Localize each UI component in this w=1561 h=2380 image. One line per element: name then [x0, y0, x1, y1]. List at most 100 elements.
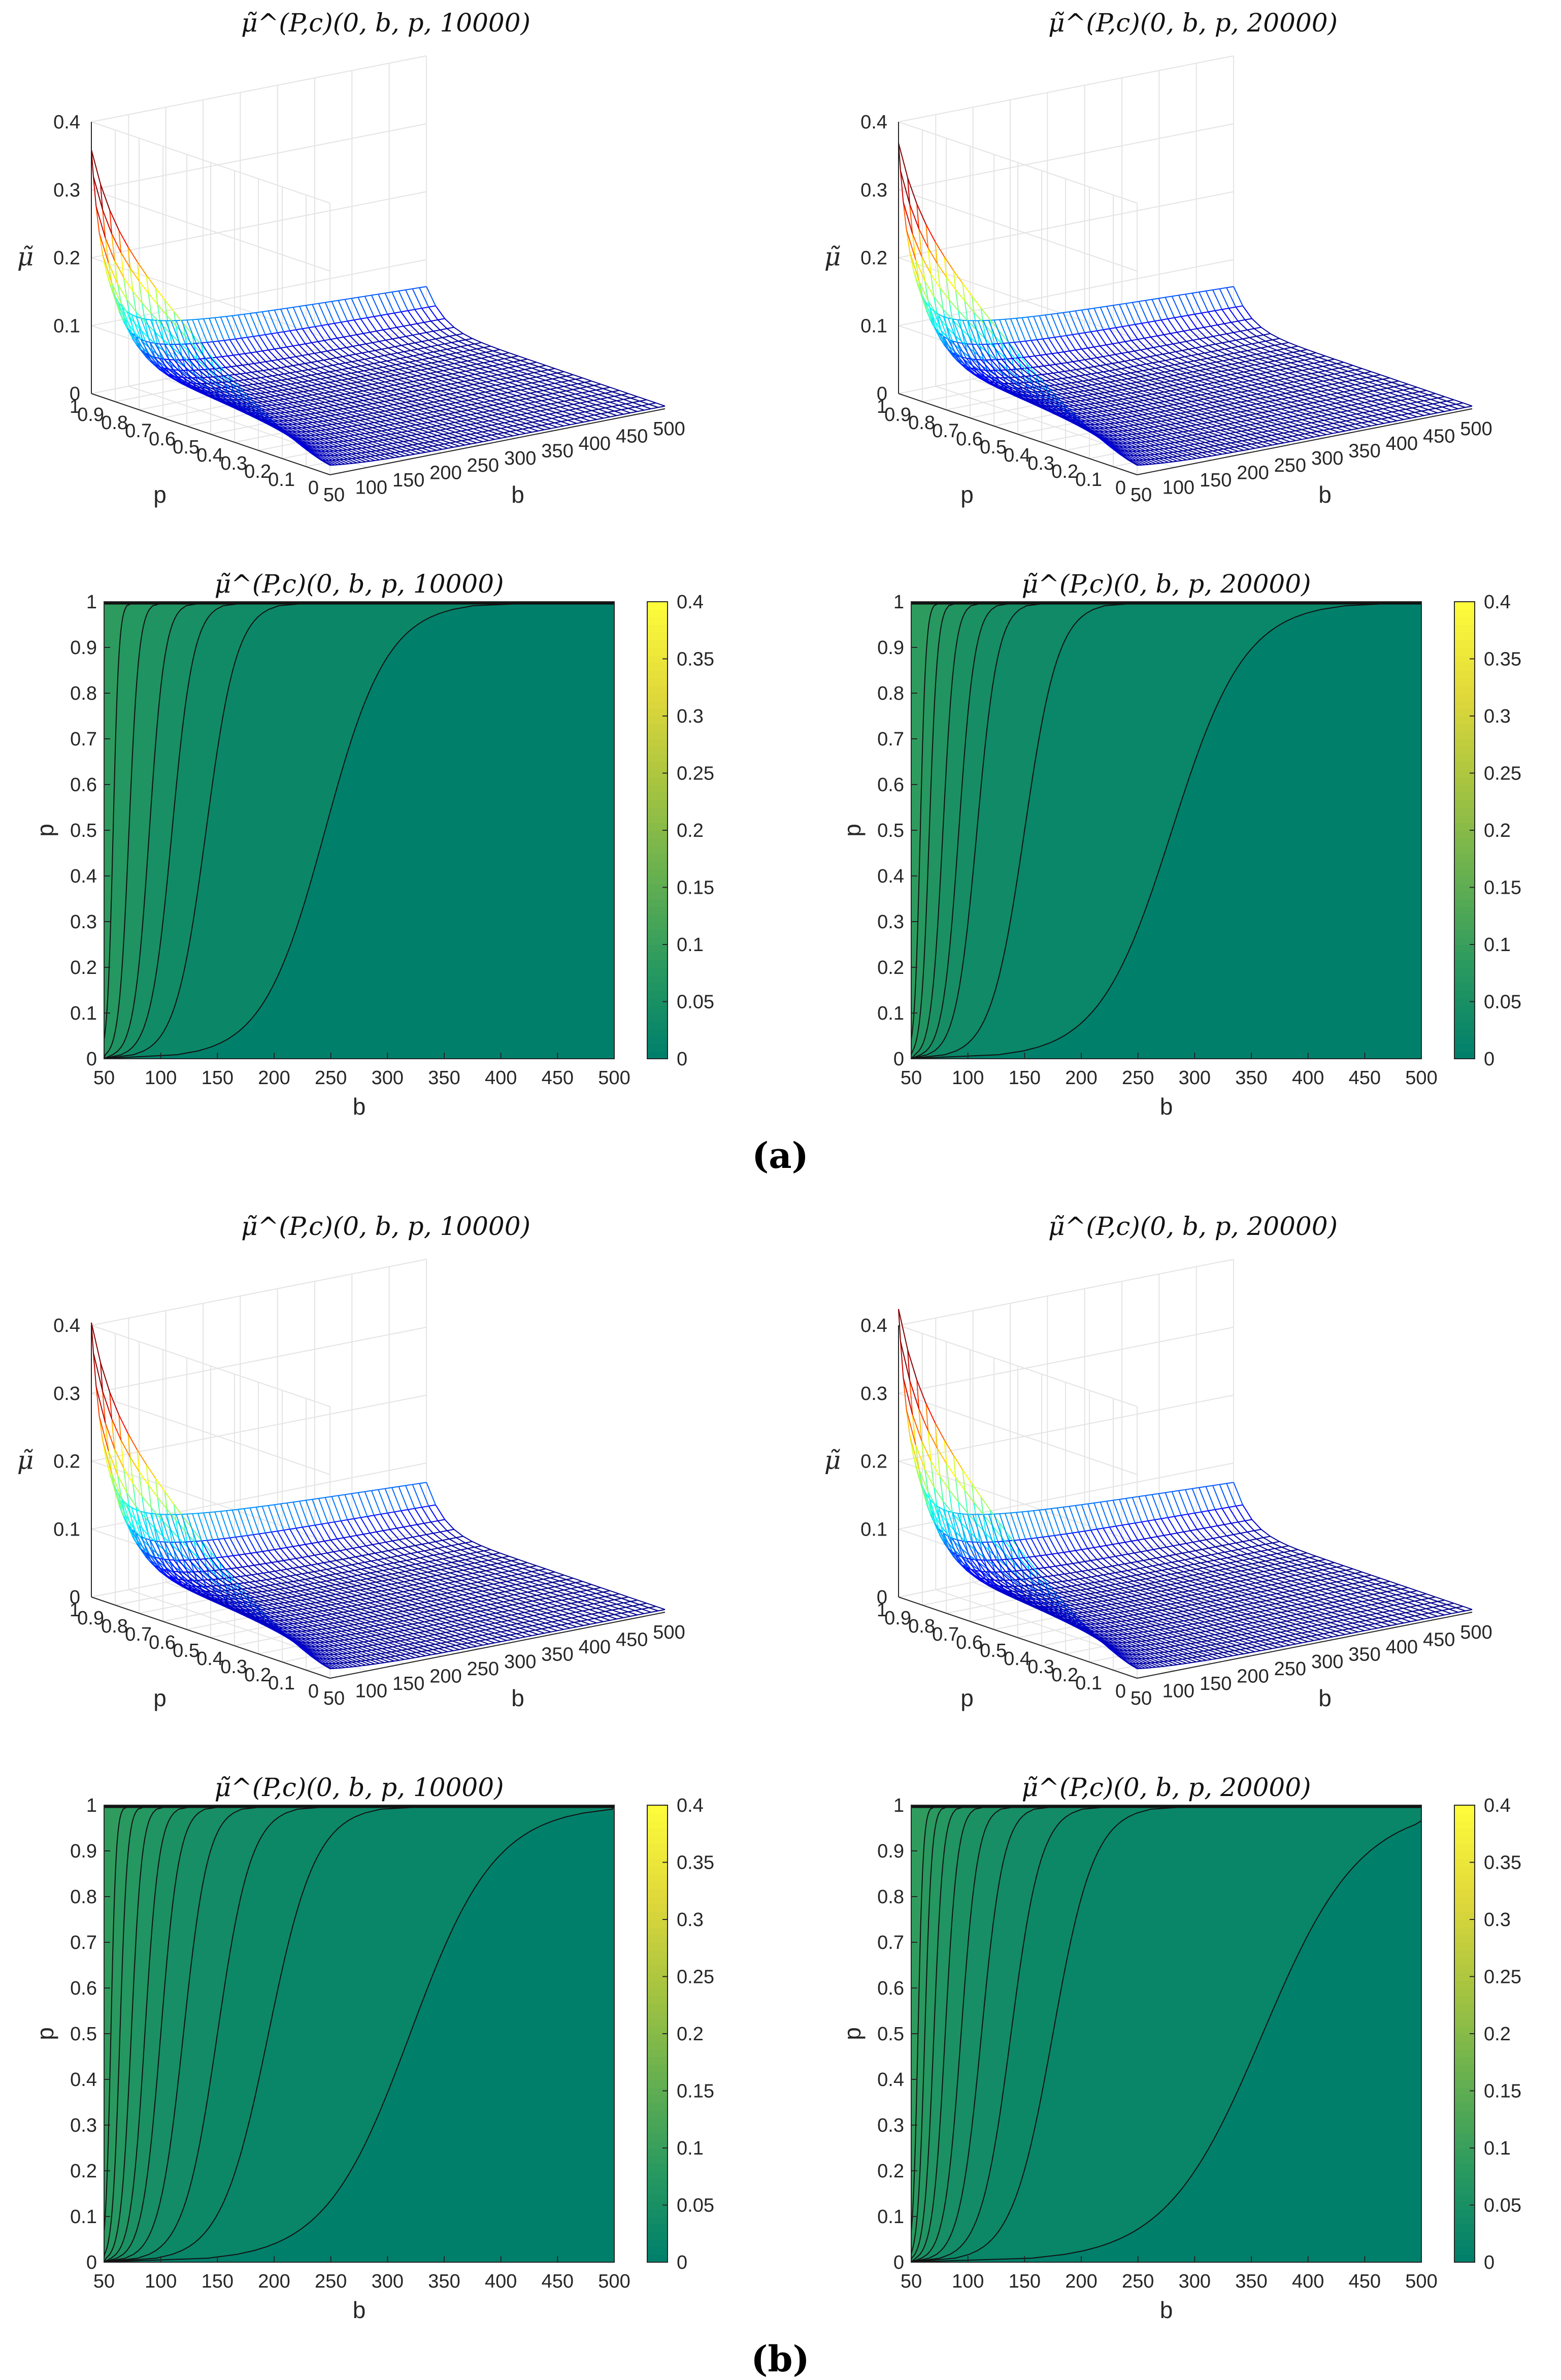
surface-segment: [278, 420, 288, 425]
surface-segment: [392, 428, 402, 433]
colorbar-segment: [647, 647, 668, 656]
surface-segment: [479, 426, 486, 429]
surface-segment: [210, 357, 221, 369]
surface-segment: [644, 408, 651, 411]
surface-segment: [530, 406, 538, 408]
surface-segment: [522, 364, 532, 369]
surface-segment: [442, 353, 450, 356]
surface-segment: [383, 328, 390, 331]
surface-segment: [1216, 360, 1223, 363]
surface-segment: [329, 415, 340, 419]
surface-segment: [317, 360, 324, 362]
surface-segment: [473, 428, 483, 433]
surface-segment: [379, 371, 386, 374]
contour-p-axis-label: p: [32, 824, 58, 837]
surface-segment: [233, 354, 243, 366]
surface-segment: [320, 367, 330, 373]
surface-segment: [1149, 354, 1156, 357]
surface-segment: [405, 450, 415, 455]
surface-segment: [1357, 372, 1365, 375]
surface-segment: [383, 439, 393, 444]
surface-segment: [388, 374, 395, 377]
surface-segment: [505, 387, 515, 392]
surface-segment: [332, 375, 339, 377]
surface-segment: [481, 356, 488, 359]
surface-segment: [1458, 407, 1466, 410]
surface-segment: [607, 412, 617, 416]
surface-segment: [192, 377, 202, 384]
surface-segment: [302, 405, 312, 410]
surface-segment: [495, 408, 503, 410]
surface-segment: [179, 370, 189, 377]
surface-segment: [357, 371, 367, 376]
surface-segment: [339, 395, 349, 399]
surface-segment: [400, 451, 410, 456]
surface-segment: [545, 365, 555, 369]
surface-segment: [411, 365, 419, 368]
surface-segment: [338, 445, 348, 450]
colorbar-segment: [647, 777, 668, 785]
surface-segment: [264, 397, 274, 401]
surface-segment: [520, 375, 530, 379]
surface-segment: [313, 453, 323, 461]
surface-segment: [366, 404, 376, 409]
surface-segment: [440, 399, 447, 402]
surface-segment: [427, 393, 438, 397]
surface-segment: [455, 401, 462, 404]
surface-segment: [519, 398, 526, 401]
surface-segment: [296, 406, 307, 411]
surface-segment: [241, 409, 251, 414]
surface-segment: [369, 388, 376, 390]
surface-segment: [1251, 342, 1259, 345]
surface-segment: [375, 387, 382, 389]
surface-segment: [210, 355, 220, 367]
surface-segment: [462, 333, 473, 339]
surface-segment: [375, 398, 385, 402]
surface-segment: [563, 371, 574, 376]
surface-segment: [1313, 361, 1321, 364]
surface-segment: [452, 397, 459, 399]
surface-segment: [322, 407, 333, 411]
surface-segment: [299, 375, 306, 378]
surface-segment: [408, 343, 418, 350]
surface-segment: [363, 370, 374, 375]
surface-segment: [251, 406, 261, 411]
colorbar-segment: [647, 944, 668, 953]
surface-segment: [308, 445, 318, 451]
surface-segment: [1097, 371, 1104, 374]
grid-line: [898, 55, 1234, 122]
surface-segment: [497, 360, 507, 364]
surface-segment: [388, 414, 398, 419]
surface-segment: [301, 435, 311, 440]
surface-segment: [1303, 383, 1310, 386]
surface-segment: [110, 285, 120, 312]
surface-segment: [527, 358, 537, 363]
colorbar-segment: [647, 746, 668, 755]
z-tick-label: 0: [70, 383, 80, 405]
surface-segment: [509, 367, 518, 372]
surface-segment: [569, 409, 579, 414]
surface-segment: [591, 380, 601, 385]
surface-segment: [421, 394, 431, 399]
surface-segment: [407, 431, 417, 435]
surface-segment: [280, 346, 287, 349]
surface-segment: [541, 400, 551, 405]
surface-segment: [397, 352, 407, 358]
surface-segment: [182, 377, 192, 384]
colorbar-tick-label: 0.1: [677, 934, 704, 956]
surface-segment: [1090, 357, 1097, 360]
surface-segment: [427, 446, 437, 451]
surface-segment: [277, 331, 284, 334]
surface-segment: [442, 336, 450, 338]
surface-segment: [555, 397, 564, 402]
b-tick-label: 300: [504, 448, 536, 469]
surface-segment: [301, 396, 311, 401]
surface-segment: [616, 399, 624, 402]
surface-segment: [1369, 395, 1376, 398]
surface-segment: [353, 319, 364, 334]
surface-segment: [372, 392, 379, 395]
surface-segment: [131, 314, 142, 340]
surface-segment: [347, 444, 357, 449]
surface-segment: [577, 397, 585, 399]
surface-segment: [391, 290, 399, 293]
